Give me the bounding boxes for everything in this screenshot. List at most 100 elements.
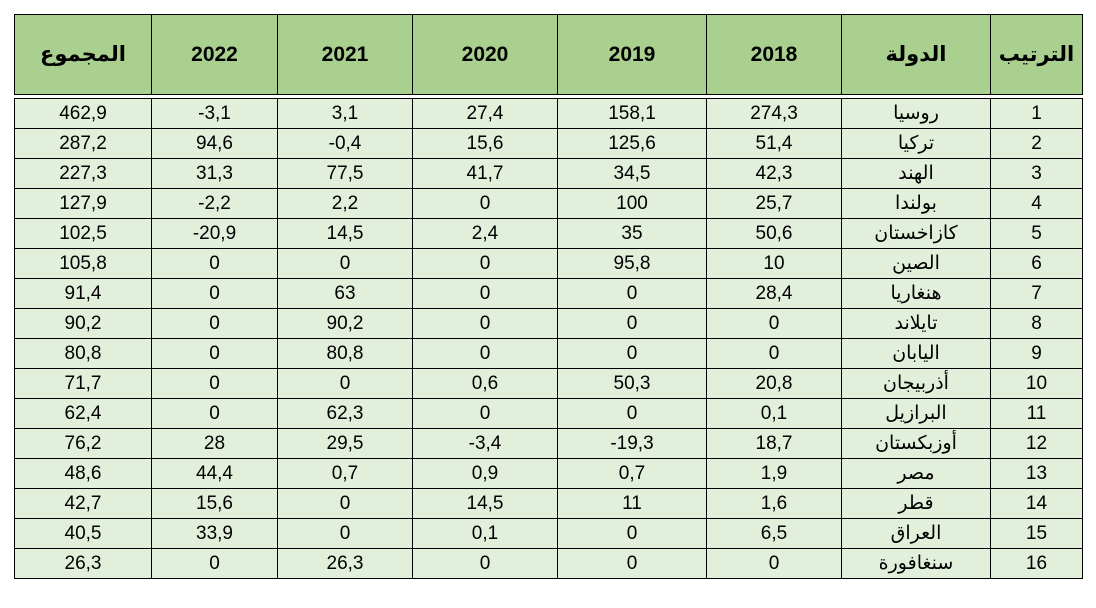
cell-y2019: 100 [557,188,707,219]
cell-total: 42,7 [14,488,152,519]
cell-y2019: 95,8 [557,248,707,279]
col-header-2022: 2022 [151,14,278,95]
col-header-2019: 2019 [557,14,707,95]
cell-country: العراق [841,518,991,549]
cell-y2018: 50,6 [706,218,842,249]
cell-y2020: -3,4 [412,428,558,459]
table-body-table: 1 روسيا 274,3 158,1 27,4 3,1 -3,1 462,9 2 تركيا 51… [14,98,1083,579]
table-row: 1 روسيا 274,3 158,1 27,4 3,1 -3,1 462,9 [14,98,1083,129]
cell-y2019: 34,5 [557,158,707,189]
cell-y2018: 0,1 [706,398,842,429]
cell-y2021: 62,3 [277,398,413,429]
cell-rank: 15 [990,518,1083,549]
cell-country: كازاخستان [841,218,991,249]
cell-y2022: -3,1 [151,98,278,129]
cell-y2019: 0 [557,308,707,339]
table-row: 3 الهند 42,3 34,5 41,7 77,5 31,3 227,3 [14,158,1083,189]
cell-country: بولندا [841,188,991,219]
cell-y2021: 0 [277,368,413,399]
table-row: 12 أوزبكستان 18,7 -19,3 -3,4 29,5 28 76,2 [14,428,1083,459]
table-row: 2 تركيا 51,4 125,6 15,6 -0,4 94,6 287,2 [14,128,1083,159]
cell-y2022: 31,3 [151,158,278,189]
cell-rank: 6 [990,248,1083,279]
cell-total: 287,2 [14,128,152,159]
cell-rank: 16 [990,548,1083,579]
cell-y2018: 10 [706,248,842,279]
cell-country: روسيا [841,98,991,129]
cell-y2018: 42,3 [706,158,842,189]
cell-total: 40,5 [14,518,152,549]
cell-total: 26,3 [14,548,152,579]
cell-y2020: 14,5 [412,488,558,519]
cell-y2020: 0,1 [412,518,558,549]
cell-y2019: 125,6 [557,128,707,159]
table-row: 9 اليابان 0 0 0 80,8 0 80,8 [14,338,1083,369]
cell-y2022: -20,9 [151,218,278,249]
cell-y2020: 0 [412,548,558,579]
cell-country: البرازيل [841,398,991,429]
cell-y2019: 0 [557,338,707,369]
cell-rank: 8 [990,308,1083,339]
cell-y2022: 0 [151,278,278,309]
header-body-divider [14,95,1082,98]
cell-country: مصر [841,458,991,489]
cell-y2018: 274,3 [706,98,842,129]
country-ranking-table: الترتيب الدولة 2018 2019 2020 2021 2022 … [14,14,1083,579]
cell-total: 90,2 [14,308,152,339]
cell-y2018: 20,8 [706,368,842,399]
cell-y2021: 2,2 [277,188,413,219]
cell-y2020: 2,4 [412,218,558,249]
cell-y2022: 0 [151,338,278,369]
cell-y2018: 51,4 [706,128,842,159]
cell-y2022: 28 [151,428,278,459]
table-row: 7 هنغاريا 28,4 0 0 63 0 91,4 [14,278,1083,309]
cell-y2021: 29,5 [277,428,413,459]
cell-y2020: 0 [412,308,558,339]
cell-y2022: 0 [151,398,278,429]
cell-total: 76,2 [14,428,152,459]
cell-y2018: 6,5 [706,518,842,549]
cell-y2022: 33,9 [151,518,278,549]
cell-y2018: 25,7 [706,188,842,219]
cell-y2019: 0,7 [557,458,707,489]
table-header: الترتيب الدولة 2018 2019 2020 2021 2022 … [14,14,1083,95]
cell-country: الصين [841,248,991,279]
cell-y2019: 158,1 [557,98,707,129]
cell-rank: 14 [990,488,1083,519]
table-row: 8 تايلاند 0 0 0 90,2 0 90,2 [14,308,1083,339]
cell-country: هنغاريا [841,278,991,309]
table-row: 15 العراق 6,5 0 0,1 0 33,9 40,5 [14,518,1083,549]
cell-y2018: 28,4 [706,278,842,309]
table-body: 1 روسيا 274,3 158,1 27,4 3,1 -3,1 462,9 2 تركيا 51… [14,98,1083,579]
cell-y2019: 0 [557,518,707,549]
header-row: الترتيب الدولة 2018 2019 2020 2021 2022 … [14,14,1083,95]
cell-y2021: 80,8 [277,338,413,369]
cell-y2020: 0 [412,278,558,309]
cell-rank: 7 [990,278,1083,309]
cell-y2018: 1,9 [706,458,842,489]
cell-y2018: 1,6 [706,488,842,519]
cell-country: تركيا [841,128,991,159]
cell-rank: 3 [990,158,1083,189]
table-row: 11 البرازيل 0,1 0 0 62,3 0 62,4 [14,398,1083,429]
cell-total: 62,4 [14,398,152,429]
col-header-rank: الترتيب [990,14,1083,95]
cell-country: قطر [841,488,991,519]
cell-country: سنغافورة [841,548,991,579]
cell-rank: 11 [990,398,1083,429]
cell-y2021: 0,7 [277,458,413,489]
cell-y2018: 0 [706,308,842,339]
cell-y2022: 0 [151,548,278,579]
cell-rank: 1 [990,98,1083,129]
cell-country: الهند [841,158,991,189]
cell-y2018: 18,7 [706,428,842,459]
cell-y2021: 77,5 [277,158,413,189]
cell-total: 227,3 [14,158,152,189]
cell-total: 127,9 [14,188,152,219]
cell-y2022: 0 [151,248,278,279]
cell-country: تايلاند [841,308,991,339]
cell-y2020: 27,4 [412,98,558,129]
cell-y2022: 0 [151,368,278,399]
col-header-total: المجموع [14,14,152,95]
